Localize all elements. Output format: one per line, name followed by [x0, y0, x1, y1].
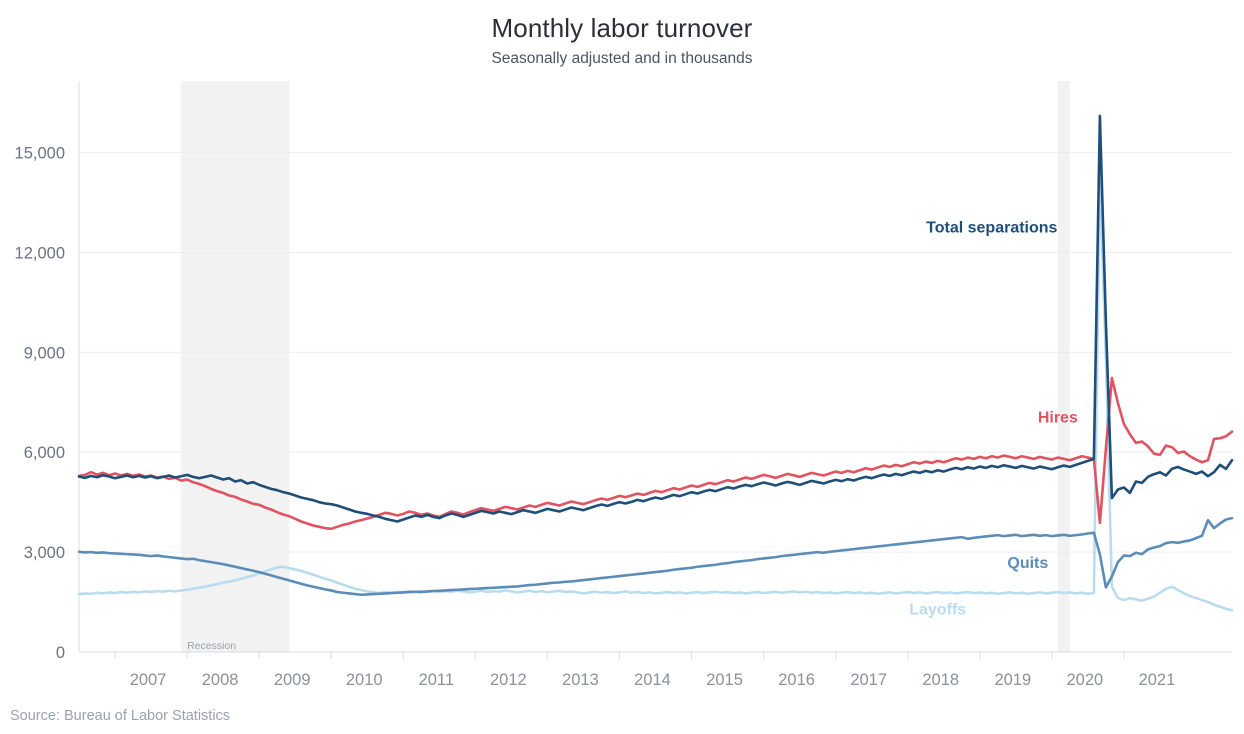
series-line-hires: [77, 376, 1234, 531]
axis-lines: [78, 81, 1232, 653]
series-line-quits: [77, 516, 1234, 597]
y-tick-label: 0: [56, 644, 65, 662]
x-tick-label: 2007: [130, 671, 167, 689]
series-line-total-separations: [77, 114, 1234, 523]
data-series-lines: [77, 114, 1234, 612]
x-tick-label: 2008: [202, 671, 239, 689]
recession-bands: [181, 81, 1070, 652]
x-tick-label: 2011: [419, 671, 454, 689]
x-tick-label: 2018: [922, 671, 959, 689]
x-tick-label: 2010: [346, 671, 383, 689]
recession-band-1: [181, 81, 290, 652]
x-tick-label: 2012: [490, 671, 527, 689]
source-note: Source: Bureau of Labor Statistics: [10, 708, 231, 724]
x-axis-tick-marks: [114, 652, 1125, 659]
x-axis-tick-labels: 2007 2008 2009 2010 2011 2012 2013 2014 2015 2016…: [130, 671, 1176, 689]
y-tick-label: 3,000: [24, 544, 65, 562]
recession-annotation: Recession: [187, 640, 236, 652]
y-tick-label: 12,000: [15, 244, 65, 262]
x-tick-label: 2009: [274, 671, 311, 689]
x-tick-label: 2020: [1067, 671, 1104, 689]
y-tick-label: 9,000: [24, 344, 65, 362]
y-axis-tick-labels: 0 3,000 6,000 9,000 12,000 15,000: [15, 145, 65, 662]
recession-band-2: [1057, 81, 1070, 652]
page-title: Monthly labor turnover: [491, 13, 753, 43]
series-label-total-separations: Total separations: [926, 219, 1057, 236]
y-tick-label: 15,000: [15, 145, 65, 163]
series-label-quits: Quits: [1007, 555, 1048, 572]
x-tick-label: 2019: [994, 671, 1031, 689]
series-line-layoffs: [77, 181, 1234, 612]
series-label-hires: Hires: [1038, 409, 1078, 426]
y-tick-label: 6,000: [24, 444, 65, 462]
x-tick-label: 2017: [850, 671, 887, 689]
x-tick-label: 2013: [562, 671, 599, 689]
x-tick-label: 2015: [706, 671, 743, 689]
recession-label: Recession: [187, 640, 236, 652]
chart-subtitle: Seasonally adjusted and in thousands: [491, 50, 753, 67]
x-tick-label: 2016: [778, 671, 815, 689]
series-inline-labels: Hires Total separations Quits Layoffs: [909, 219, 1078, 618]
x-tick-label: 2014: [634, 671, 671, 689]
series-label-layoffs: Layoffs: [909, 602, 966, 619]
x-tick-label: 2021: [1139, 671, 1176, 689]
